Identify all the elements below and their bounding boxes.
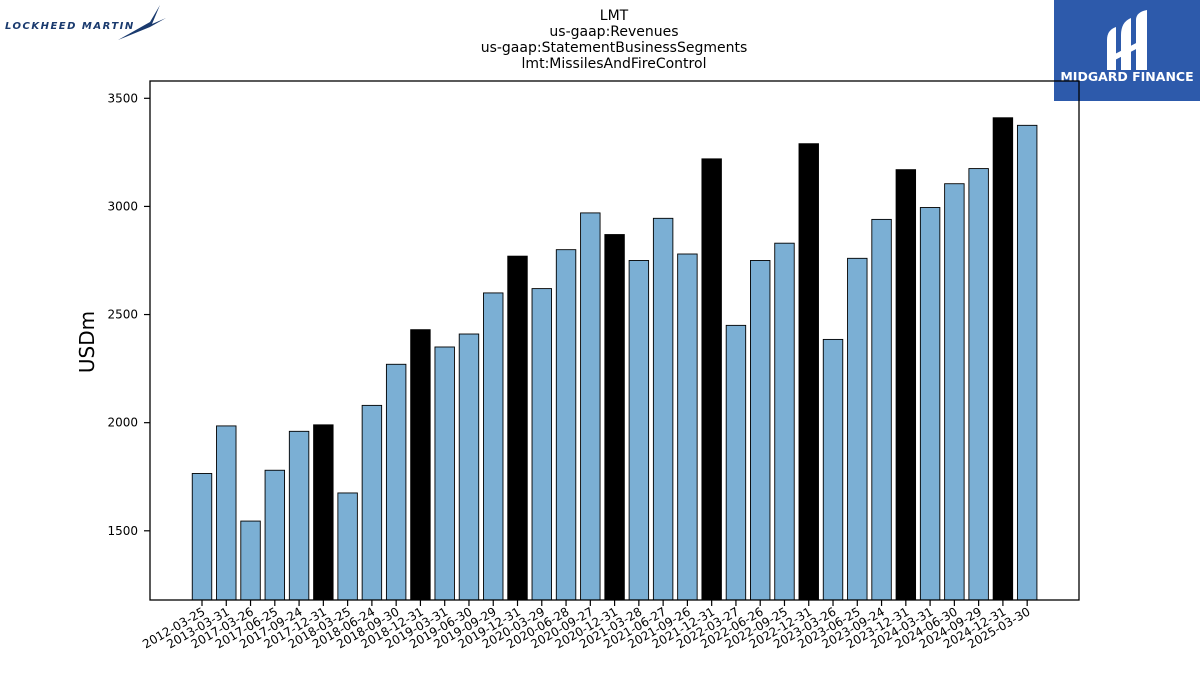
bar-2019-06-30	[458, 333, 480, 601]
bar-2020-06-28	[555, 249, 577, 601]
bar-2017-06-25	[264, 469, 286, 601]
bar-2020-03-29	[531, 288, 552, 601]
bar-2021-12-31	[701, 158, 722, 601]
bar-2018-06-24	[361, 404, 383, 601]
bar-2019-09-29	[483, 292, 504, 601]
bar-2024-09-29	[968, 168, 989, 601]
bar-2022-03-27	[725, 324, 747, 601]
star-icon	[118, 5, 166, 40]
y-axis: 1500 2000 2500 3000 3500	[107, 91, 150, 538]
x-axis: 2012-03-252013-03-312017-03-262017-06-25…	[140, 600, 1033, 651]
bar-2012-03-25	[191, 473, 213, 601]
bar-2020-12-31	[604, 234, 625, 601]
bar-2019-03-31	[434, 346, 455, 601]
bar-2023-12-31	[895, 169, 917, 601]
bar-2023-09-24	[871, 218, 892, 601]
bar-2022-12-31	[798, 143, 819, 601]
bar-series	[191, 117, 1038, 601]
bar-2021-03-28	[628, 260, 650, 601]
midgard-finance-logo-text: MIDGARD FINANCE	[1060, 69, 1193, 84]
bar-2017-09-24	[288, 430, 310, 601]
y-tick-label: 3000	[107, 199, 138, 213]
bar-2017-12-31	[313, 424, 334, 601]
bar-2023-03-26	[822, 338, 844, 601]
lockheed-martin-logo-text: LOCKHEED MARTIN	[5, 21, 135, 32]
chart-title-line: lmt:MissilesAndFireControl	[522, 56, 707, 72]
y-tick-label: 2500	[107, 308, 138, 322]
bar-2025-03-30	[1016, 124, 1038, 601]
y-tick-label: 1500	[107, 524, 138, 538]
chart-title: LMTus-gaap:Revenuesus-gaap:StatementBusi…	[481, 8, 748, 72]
y-tick-label: 3500	[107, 91, 138, 105]
bar-2024-12-31	[992, 117, 1014, 601]
bar-2024-03-31	[919, 207, 941, 601]
lockheed-martin-logo: LOCKHEED MARTIN	[5, 5, 166, 40]
midgard-mark-icon	[1107, 10, 1147, 70]
bar-2022-06-26	[750, 260, 771, 601]
chart-title-line: LMT	[600, 8, 629, 24]
bar-2017-03-26	[240, 520, 261, 601]
midgard-finance-logo: MIDGARD FINANCE	[1054, 0, 1200, 101]
chart-title-line: us-gaap:StatementBusinessSegments	[481, 40, 748, 56]
y-tick-label: 2000	[107, 416, 138, 430]
bar-2019-12-31	[507, 255, 528, 601]
y-axis-label: USDm	[75, 311, 99, 373]
bar-2024-06-30	[944, 183, 965, 601]
bar-2021-09-26	[677, 253, 698, 601]
bar-2020-09-27	[580, 212, 601, 601]
bar-2023-06-25	[847, 257, 868, 601]
bar-2018-12-31	[410, 329, 431, 601]
bar-2022-09-25	[774, 242, 795, 601]
bar-2021-06-27	[652, 217, 674, 601]
chart-title-line: us-gaap:Revenues	[549, 24, 678, 40]
bar-2018-03-25	[337, 492, 358, 601]
bar-2013-03-31	[216, 425, 237, 601]
bar-2018-09-30	[385, 363, 407, 601]
